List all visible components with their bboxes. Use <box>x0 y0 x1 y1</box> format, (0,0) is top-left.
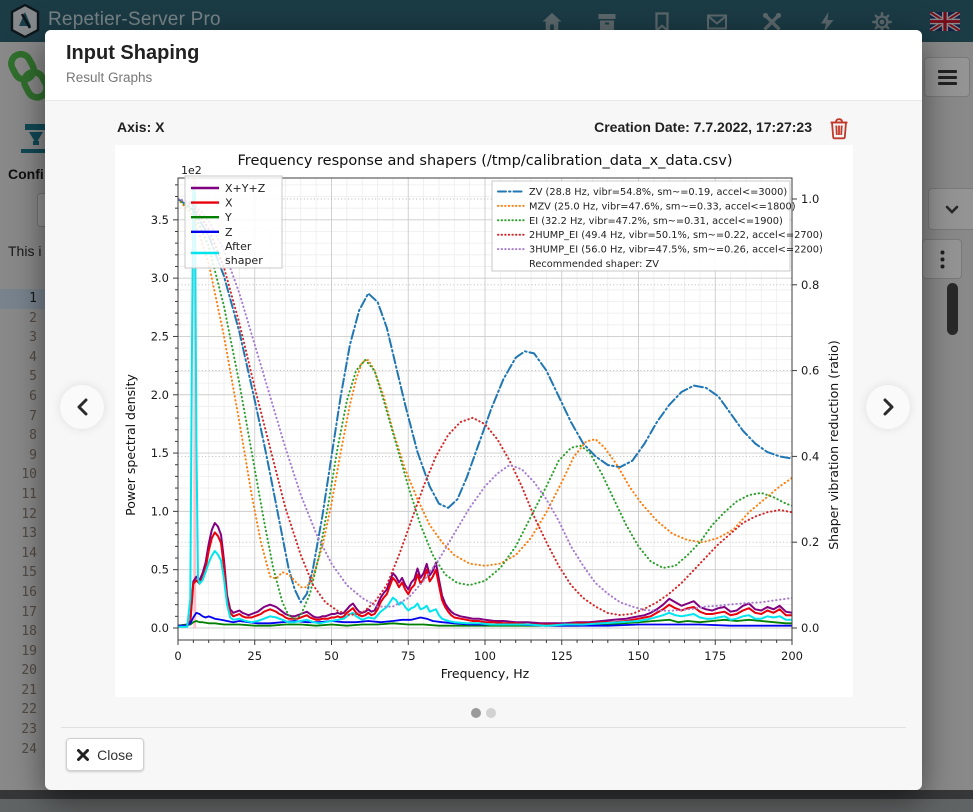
carousel-dot-1[interactable] <box>471 708 481 718</box>
svg-text:0.2: 0.2 <box>801 535 819 549</box>
close-button-label: Close <box>97 747 133 763</box>
result-graph-image: 0 25 50 75 100 125 150 175 200 0.0 0.5 1.0 1.5 2.0 2.5… <box>115 145 853 697</box>
svg-text:200: 200 <box>781 649 803 663</box>
svg-text:0.4: 0.4 <box>801 449 819 463</box>
svg-text:2.5: 2.5 <box>151 329 169 343</box>
svg-text:1e2: 1e2 <box>181 164 202 177</box>
result-chart: 0 25 50 75 100 125 150 175 200 0.0 0.5 1.0 1.5 2.0 2.5… <box>115 145 853 697</box>
carousel-prev-button[interactable] <box>60 385 104 429</box>
svg-text:0: 0 <box>174 649 181 663</box>
chevron-right-icon <box>883 398 894 416</box>
svg-text:1.5: 1.5 <box>151 446 169 460</box>
svg-text:75: 75 <box>401 649 416 663</box>
svg-text:0.5: 0.5 <box>151 563 169 577</box>
dialog-header: Input Shaping Result Graphs <box>45 30 922 101</box>
svg-text:After: After <box>225 240 252 253</box>
svg-text:MZV (25.0 Hz, vibr=47.6%, sm~=: MZV (25.0 Hz, vibr=47.6%, sm~=0.33, acce… <box>529 201 796 212</box>
svg-text:Y: Y <box>224 211 232 224</box>
svg-text:1.0: 1.0 <box>151 504 169 518</box>
svg-text:0.0: 0.0 <box>801 621 819 635</box>
dialog-footer: Close <box>61 727 906 790</box>
svg-text:X+Y+Z: X+Y+Z <box>225 182 266 195</box>
carousel-dots <box>45 708 922 718</box>
svg-text:3HUMP_EI (56.0 Hz, vibr=47.5%,: 3HUMP_EI (56.0 Hz, vibr=47.5%, sm~=0.26,… <box>529 245 823 256</box>
dialog-subtitle: Result Graphs <box>66 70 152 85</box>
svg-text:0.0: 0.0 <box>151 621 169 635</box>
svg-text:125: 125 <box>551 649 573 663</box>
svg-text:Frequency response and shapers: Frequency response and shapers (/tmp/cal… <box>238 153 733 169</box>
svg-text:shaper: shaper <box>225 254 263 267</box>
svg-text:2HUMP_EI (49.4 Hz, vibr=50.1%,: 2HUMP_EI (49.4 Hz, vibr=50.1%, sm~=0.22,… <box>529 230 823 241</box>
svg-text:Power spectral density: Power spectral density <box>123 374 138 516</box>
close-button[interactable]: Close <box>66 738 144 771</box>
svg-text:100: 100 <box>474 649 496 663</box>
creation-date-label: Creation Date: 7.7.2022, 17:27:23 <box>594 119 812 135</box>
dialog-title: Input Shaping <box>66 42 199 65</box>
svg-text:150: 150 <box>628 649 650 663</box>
svg-text:Recommended shaper: ZV: Recommended shaper: ZV <box>529 259 659 270</box>
svg-text:Z: Z <box>225 226 233 239</box>
delete-trash-icon[interactable] <box>828 116 850 140</box>
svg-text:25: 25 <box>247 649 262 663</box>
svg-text:3.0: 3.0 <box>151 271 169 285</box>
chevron-left-icon <box>77 398 88 416</box>
close-icon <box>77 749 89 761</box>
svg-text:EI (32.2 Hz, vibr=47.2%, sm~=0: EI (32.2 Hz, vibr=47.2%, sm~=0.31, accel… <box>529 216 783 227</box>
svg-text:2.0: 2.0 <box>151 388 169 402</box>
svg-text:0.8: 0.8 <box>801 278 819 292</box>
svg-text:3.5: 3.5 <box>151 213 169 227</box>
screen: Repetier-Server Pro Confi Vo This <box>0 0 973 812</box>
axis-label: Axis: X <box>117 119 164 135</box>
svg-text:X: X <box>225 197 233 210</box>
carousel-next-button[interactable] <box>866 385 910 429</box>
svg-text:Shaper vibration reduction (ra: Shaper vibration reduction (ratio) <box>826 340 841 550</box>
svg-text:Frequency, Hz: Frequency, Hz <box>441 666 530 681</box>
svg-text:175: 175 <box>704 649 726 663</box>
input-shaping-dialog: Input Shaping Result Graphs Axis: X Crea… <box>45 30 922 790</box>
svg-text:1.0: 1.0 <box>801 192 819 206</box>
svg-text:50: 50 <box>324 649 339 663</box>
svg-text:ZV (28.8 Hz, vibr=54.8%, sm~=0: ZV (28.8 Hz, vibr=54.8%, sm~=0.19, accel… <box>529 187 787 198</box>
svg-text:0.6: 0.6 <box>801 364 819 378</box>
carousel-dot-2[interactable] <box>486 708 496 718</box>
